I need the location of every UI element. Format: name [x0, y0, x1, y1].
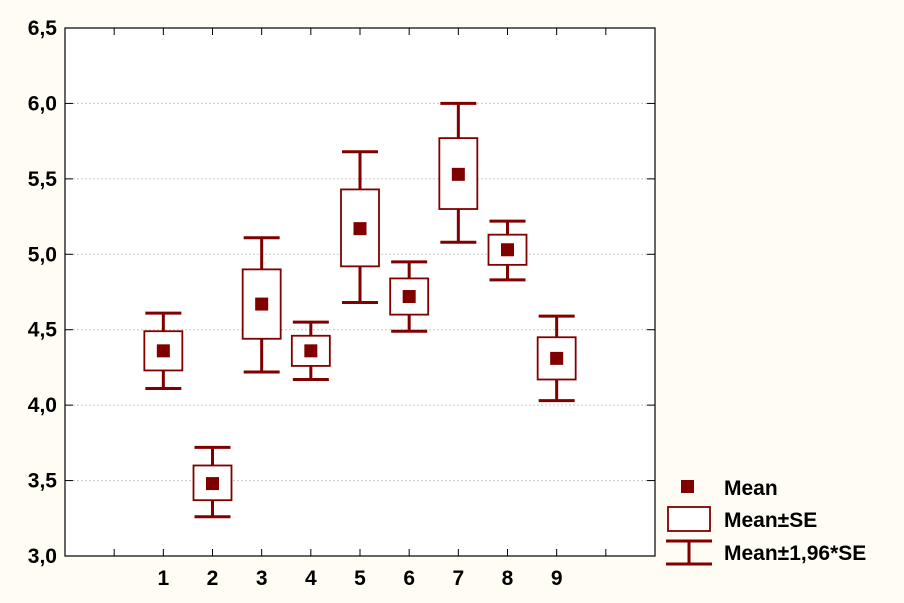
xtick-label: 8: [502, 567, 514, 590]
xtick-label: 5: [354, 567, 366, 590]
ytick-label: 6,0: [28, 92, 57, 115]
mean-marker: [550, 351, 564, 365]
mean-marker: [353, 222, 367, 236]
category-group: 9: [536, 314, 577, 590]
x-axis-ticks: [113, 28, 607, 556]
plot-frame: [64, 27, 656, 557]
mean-marker: [206, 477, 219, 491]
mean-marker: [304, 344, 318, 358]
mean-marker: [402, 290, 416, 304]
mean-marker: [156, 344, 170, 358]
y-axis-ticks: 3,0 3,5 4,0 4,5 5,0 5,5 6,0 6,5: [28, 17, 655, 568]
legend-ci-label: Mean±1,96*SE: [724, 542, 866, 565]
xtick-label: 6: [403, 567, 415, 590]
ytick-label: 6,5: [28, 17, 58, 40]
ytick-label: 4,0: [28, 394, 57, 417]
legend-mean-label: Mean: [724, 477, 778, 500]
series-group: 1 2 3 4 5 6 7 8 9: [143, 101, 577, 590]
xtick-label: 7: [452, 567, 464, 590]
legend: Mean Mean±SE Mean±1,96*SE: [666, 477, 866, 566]
category-group: 7: [438, 101, 479, 590]
legend-ci-whisker: [666, 539, 712, 566]
category-group: 2: [192, 445, 233, 590]
xtick-label: 4: [305, 567, 317, 590]
xtick-label: 3: [256, 567, 268, 590]
legend-se-label: Mean±SE: [724, 509, 817, 532]
ytick-label: 5,0: [28, 243, 57, 266]
xtick-label: 1: [157, 567, 169, 590]
legend-mean-marker: [681, 480, 694, 493]
ytick-label: 3,0: [28, 545, 57, 568]
category-group: 8: [487, 219, 528, 590]
category-group: 6: [389, 260, 430, 590]
category-group: 1: [143, 311, 184, 590]
ytick-label: 5,5: [28, 168, 58, 191]
category-group: 5: [340, 150, 380, 590]
category-group: 4: [290, 320, 331, 590]
se-box: [536, 336, 577, 381]
xtick-label: 9: [551, 567, 563, 590]
ytick-label: 3,5: [28, 470, 58, 493]
category-group: 3: [241, 236, 282, 590]
xtick-label: 2: [207, 567, 219, 590]
mean-marker: [451, 167, 465, 181]
legend-se-box: [667, 506, 711, 532]
mean-marker: [255, 297, 269, 311]
mean-marker: [501, 243, 514, 257]
ytick-label: 4,5: [28, 319, 58, 342]
